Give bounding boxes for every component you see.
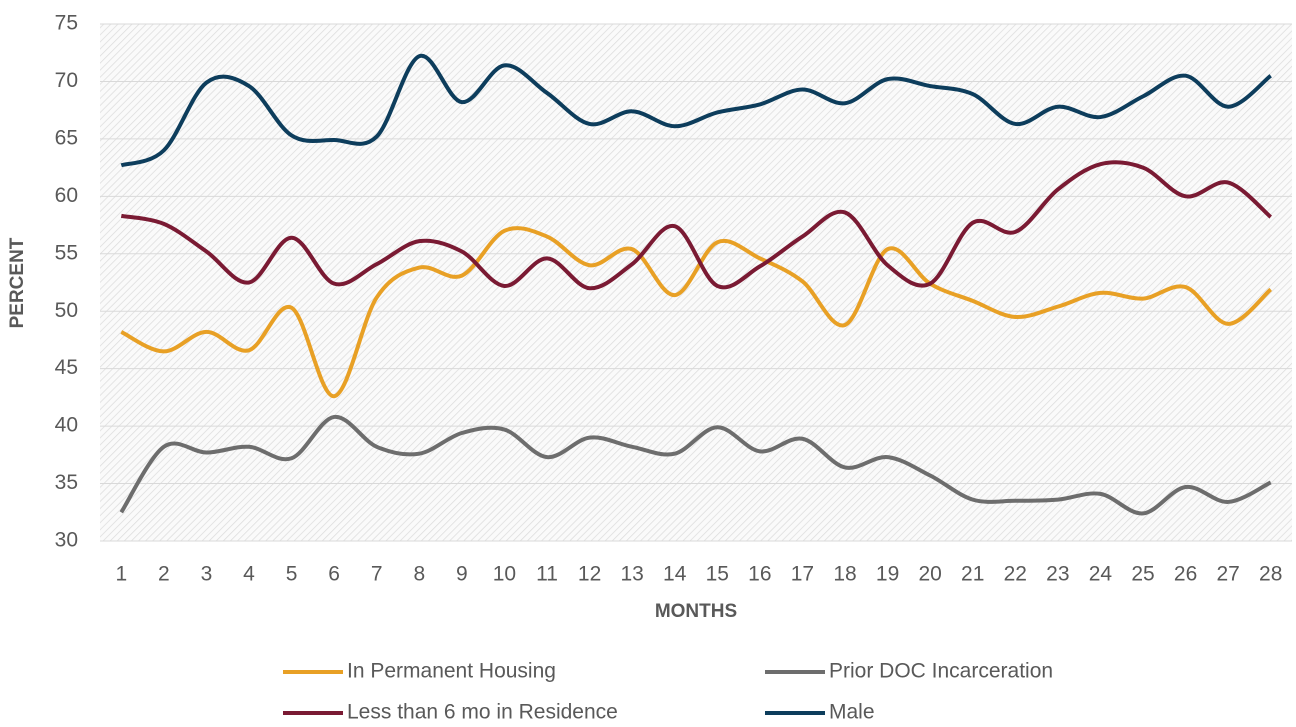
x-tick-label: 7 <box>371 563 383 586</box>
x-tick-label: 6 <box>328 563 340 586</box>
y-tick-label: 45 <box>55 356 78 379</box>
x-tick-label: 8 <box>413 563 425 586</box>
x-tick-label: 28 <box>1259 563 1282 586</box>
x-tick-label: 11 <box>536 563 558 586</box>
legend-label: Prior DOC Incarceration <box>829 660 1053 683</box>
series-line <box>120 160 1273 291</box>
x-tick-label: 24 <box>1089 563 1113 586</box>
x-tick-label: 26 <box>1174 563 1197 586</box>
y-tick-label: 55 <box>55 241 78 264</box>
series-line <box>120 226 1273 399</box>
x-tick-label: 23 <box>1046 563 1069 586</box>
series-line <box>119 414 1272 516</box>
x-tick-label: 25 <box>1131 563 1154 586</box>
x-tick-label: 1 <box>115 563 127 586</box>
x-tick-label: 20 <box>918 563 941 586</box>
y-tick-label: 35 <box>55 471 78 494</box>
legend-label: Male <box>829 701 875 724</box>
x-tick-label: 13 <box>620 563 643 586</box>
y-tick-label: 50 <box>55 299 78 322</box>
legend-label: In Permanent Housing <box>347 660 556 683</box>
plot-background <box>100 24 1292 541</box>
y-tick-label: 30 <box>55 529 78 552</box>
x-tick-label: 4 <box>243 563 255 586</box>
x-axis-title: MONTHS <box>655 601 737 622</box>
legend-label: Less than 6 mo in Residence <box>347 701 618 724</box>
y-tick-label: 65 <box>55 126 78 149</box>
x-tick-label: 12 <box>578 563 601 586</box>
y-tick-label: 40 <box>55 414 78 437</box>
x-tick-label: 27 <box>1216 563 1239 586</box>
series-line <box>120 54 1272 168</box>
x-tick-label: 19 <box>876 563 899 586</box>
x-tick-label: 16 <box>748 563 771 586</box>
y-tick-label: 75 <box>55 12 78 35</box>
x-tick-label: 10 <box>493 563 516 586</box>
x-tick-label: 9 <box>456 563 468 586</box>
x-tick-label: 18 <box>833 563 856 586</box>
x-tick-label: 3 <box>201 563 213 586</box>
y-tick-label: 60 <box>55 184 78 207</box>
x-tick-label: 2 <box>158 563 170 586</box>
y-tick-label: 70 <box>55 69 78 92</box>
x-tick-label: 21 <box>961 563 984 586</box>
x-tick-label: 22 <box>1004 563 1027 586</box>
x-tick-label: 15 <box>706 563 729 586</box>
x-tick-label: 5 <box>286 563 298 586</box>
y-axis-title: PERCENT <box>7 237 28 328</box>
x-tick-label: 14 <box>663 563 687 586</box>
x-tick-label: 17 <box>791 563 814 586</box>
